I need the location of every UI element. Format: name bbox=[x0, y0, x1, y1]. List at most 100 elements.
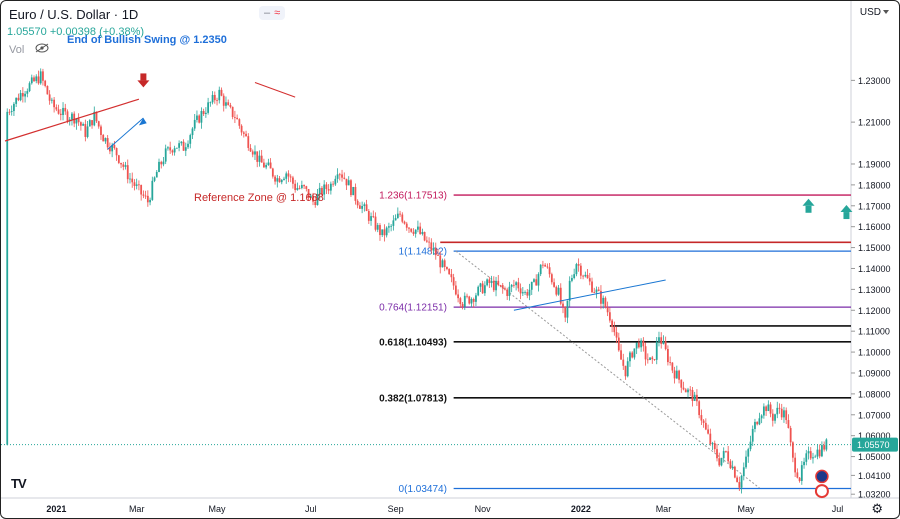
candle-body bbox=[33, 77, 35, 82]
candle-body bbox=[617, 337, 620, 351]
candle-body bbox=[207, 102, 210, 113]
current-price-label: 1.05570 bbox=[857, 440, 890, 450]
candle-body bbox=[189, 135, 192, 144]
candle-body bbox=[504, 288, 506, 290]
candle-body bbox=[470, 299, 473, 304]
candle-body bbox=[780, 408, 783, 418]
indicator-buttons[interactable]: – ≈ bbox=[259, 6, 286, 20]
candle-body bbox=[439, 255, 442, 268]
candle-body bbox=[774, 414, 776, 421]
candle-body bbox=[412, 231, 415, 234]
candle-body bbox=[696, 394, 698, 402]
candle-body bbox=[238, 119, 241, 126]
candle-body bbox=[814, 456, 817, 458]
candle-body bbox=[539, 264, 542, 275]
candle-body bbox=[113, 144, 116, 149]
reference-zone-annotation: Reference Zone @ 1.1688 bbox=[194, 192, 324, 204]
candle-body bbox=[314, 201, 317, 206]
candle-body bbox=[180, 141, 183, 144]
candle-body bbox=[196, 115, 198, 120]
candle-body bbox=[760, 415, 763, 419]
candle-body bbox=[789, 428, 792, 443]
candle-body bbox=[432, 248, 435, 251]
candle-body bbox=[785, 410, 788, 421]
tradingview-logo-icon[interactable]: TV bbox=[11, 476, 27, 491]
candle-body bbox=[231, 106, 234, 118]
candle-body bbox=[267, 162, 270, 165]
candle-body bbox=[71, 113, 73, 120]
candle-body bbox=[559, 287, 562, 304]
chevron-down-icon[interactable] bbox=[883, 10, 889, 14]
candle-body bbox=[510, 284, 513, 287]
y-tick-label: 1.07000 bbox=[858, 410, 891, 420]
candle-body bbox=[664, 341, 667, 350]
candle-body bbox=[354, 186, 357, 201]
candle-body bbox=[635, 342, 638, 349]
candle-body bbox=[15, 97, 18, 104]
candle-body bbox=[600, 290, 602, 304]
candle-body bbox=[126, 165, 129, 180]
fib-trend-line bbox=[455, 250, 760, 489]
candle-body bbox=[778, 407, 781, 409]
candle-body bbox=[385, 227, 388, 236]
currency-label[interactable]: USD bbox=[859, 7, 881, 18]
candle-body bbox=[454, 285, 457, 295]
candle-body bbox=[624, 365, 627, 377]
candle-body bbox=[816, 449, 819, 457]
blue-trend-line bbox=[513, 279, 666, 311]
candle-body bbox=[17, 97, 20, 101]
candle-body bbox=[680, 379, 683, 388]
candle-body bbox=[48, 94, 51, 101]
candle-body bbox=[430, 242, 433, 251]
volume-label[interactable]: Vol bbox=[9, 44, 25, 56]
x-tick-label: Mar bbox=[129, 504, 145, 514]
candle-body bbox=[740, 475, 743, 488]
candle-body bbox=[508, 286, 511, 296]
symbol-title[interactable]: Euro / U.S. Dollar · 1D bbox=[9, 7, 139, 22]
candle-body bbox=[149, 199, 151, 203]
candle-body bbox=[249, 147, 252, 152]
candle-body bbox=[651, 357, 654, 360]
gear-icon[interactable]: ⚙ bbox=[871, 501, 883, 516]
candle-body bbox=[117, 155, 120, 163]
candle-body bbox=[352, 186, 355, 196]
candle-body bbox=[178, 143, 180, 148]
economic-event-icon bbox=[814, 484, 829, 499]
candle-body bbox=[769, 404, 772, 414]
candle-body bbox=[338, 174, 341, 176]
candle-body bbox=[401, 214, 404, 222]
candle-body bbox=[597, 289, 600, 291]
candle-body bbox=[256, 151, 259, 162]
y-tick-label: 1.17000 bbox=[858, 201, 891, 211]
candle-body bbox=[191, 128, 194, 136]
candle-body bbox=[55, 107, 58, 110]
candle-body bbox=[528, 289, 531, 296]
candle-body bbox=[332, 183, 335, 185]
candle-body bbox=[408, 227, 410, 229]
candle-body bbox=[323, 184, 326, 195]
candle-body bbox=[678, 370, 680, 380]
price-axis[interactable]: 1.23000 1.21000 1.19000 1.18000 1.17000 1.160… bbox=[1, 1, 899, 500]
candle-body bbox=[278, 178, 281, 183]
time-axis[interactable]: 2021 Mar May Jul Sep Nov 2022 Mar May Jul bbox=[46, 504, 843, 514]
y-tick-label: 1.09000 bbox=[858, 368, 891, 378]
candle-body bbox=[167, 147, 169, 149]
candle-body bbox=[720, 458, 723, 466]
candles bbox=[6, 68, 828, 494]
candle-body bbox=[481, 283, 484, 294]
last-price: 1.05570 bbox=[7, 26, 47, 38]
candle-body bbox=[658, 337, 660, 342]
hide-eye-icon[interactable] bbox=[35, 43, 49, 53]
candle-body bbox=[550, 274, 553, 283]
candle-body bbox=[129, 178, 131, 180]
candle-body bbox=[50, 99, 53, 101]
candle-body bbox=[577, 264, 580, 266]
candle-body bbox=[727, 451, 730, 462]
candle-body bbox=[59, 113, 62, 116]
candle-body bbox=[316, 193, 319, 206]
candle-body bbox=[46, 85, 49, 95]
candle-body bbox=[202, 111, 205, 115]
wave-icon[interactable]: ≈ bbox=[274, 7, 281, 19]
candle-body bbox=[448, 268, 451, 275]
